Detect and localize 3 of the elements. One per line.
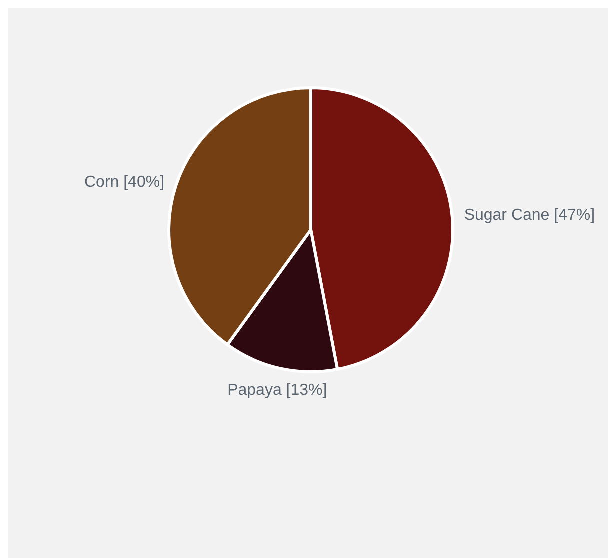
slice-label: Corn [40%] [84,174,165,191]
slice-label: Sugar Cane [47%] [464,207,596,224]
slice-label: Papaya [13%] [228,382,328,399]
